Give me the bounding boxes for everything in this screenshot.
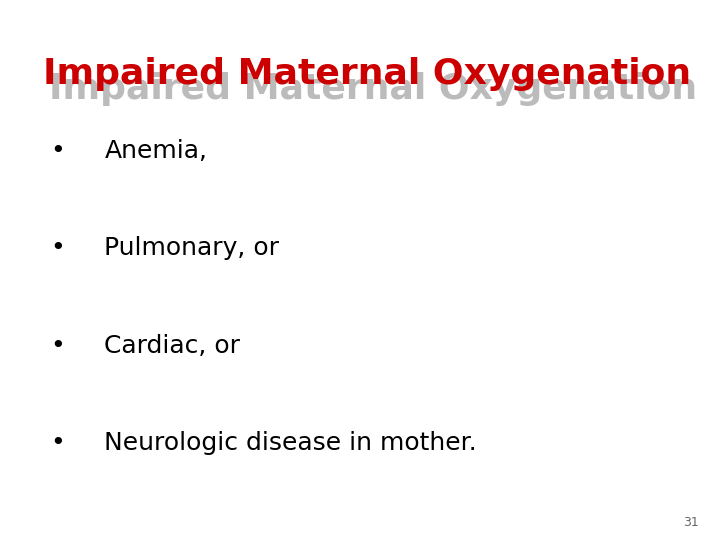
Text: •: •	[50, 431, 65, 455]
Text: •: •	[50, 334, 65, 357]
Text: 31: 31	[683, 516, 698, 529]
Text: Cardiac, or: Cardiac, or	[104, 334, 240, 357]
Text: •: •	[50, 237, 65, 260]
Text: Pulmonary, or: Pulmonary, or	[104, 237, 279, 260]
Text: Impaired Maternal Oxygenation: Impaired Maternal Oxygenation	[49, 72, 697, 106]
Text: Impaired Maternal Oxygenation: Impaired Maternal Oxygenation	[43, 57, 691, 91]
Text: •: •	[50, 139, 65, 163]
Text: Neurologic disease in mother.: Neurologic disease in mother.	[104, 431, 477, 455]
Text: Anemia,: Anemia,	[104, 139, 207, 163]
